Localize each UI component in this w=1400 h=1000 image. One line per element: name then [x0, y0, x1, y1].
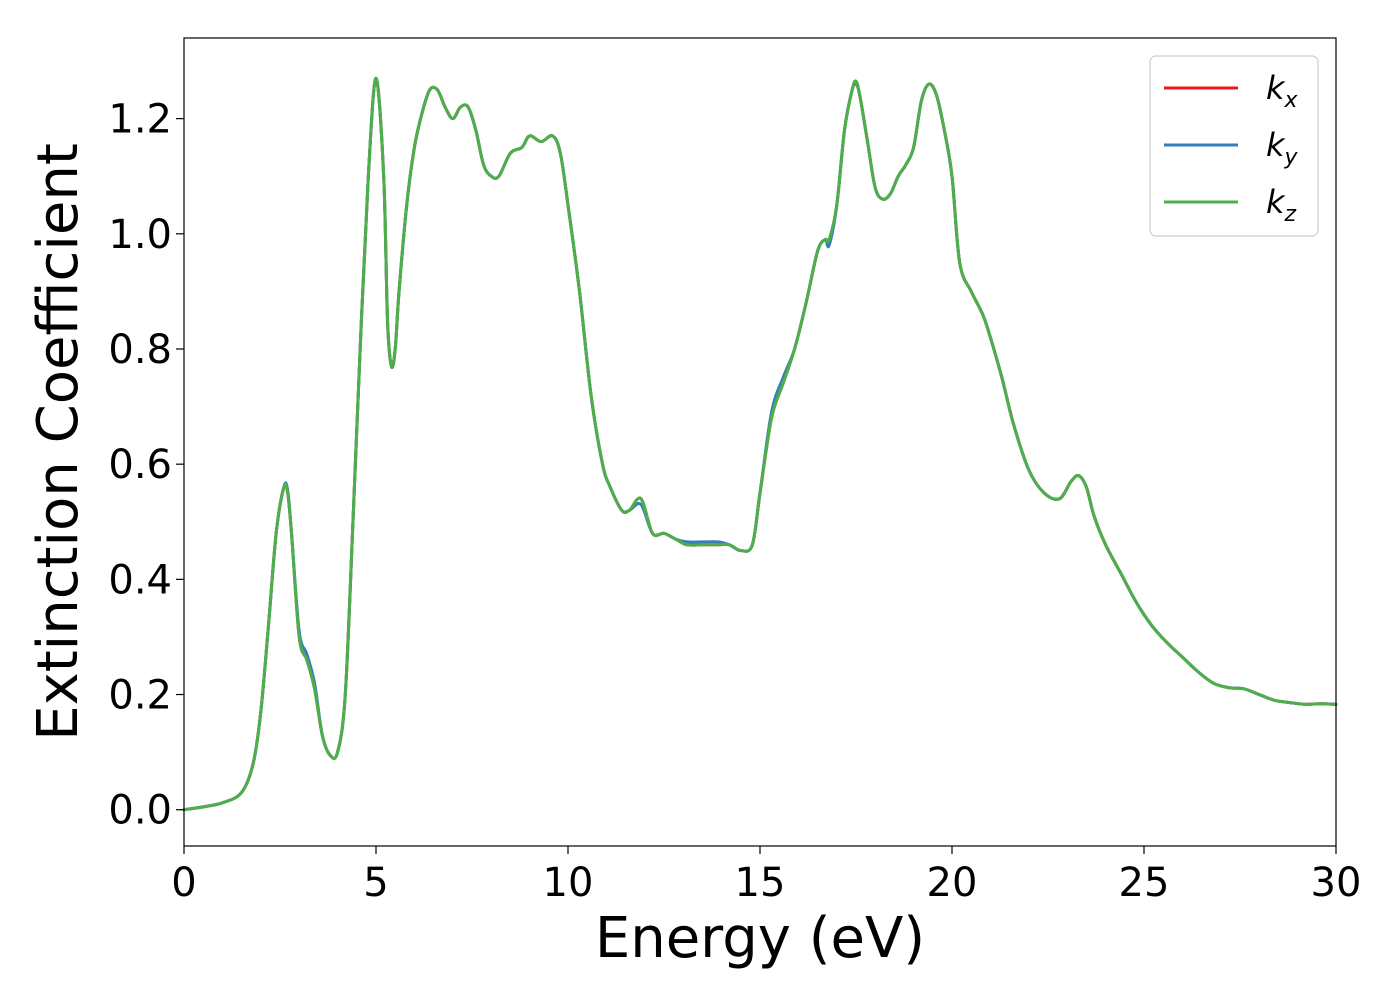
y-tick-label: 0.0: [108, 788, 172, 834]
y-tick-label: 0.2: [108, 673, 172, 719]
series-layer: [182, 76, 1338, 812]
x-tick-label: 5: [363, 860, 388, 906]
x-tick-label: 25: [1119, 860, 1170, 906]
y-tick-label: 0.4: [108, 557, 172, 603]
series-line-k-z: [182, 76, 1338, 812]
y-tick-label: 0.6: [108, 442, 172, 488]
x-tick-label: 0: [171, 860, 196, 906]
plot-area: [184, 38, 1336, 846]
y-axis: 0.0 0.2 0.4 0.6 0.8 1.0 1.2: [108, 97, 184, 834]
x-tick-label: 15: [735, 860, 786, 906]
y-tick-label: 0.8: [108, 327, 172, 373]
x-tick-label: 10: [543, 860, 594, 906]
y-axis-title: Extinction Coefficient: [26, 143, 91, 741]
x-axis-title: Energy (eV): [595, 906, 925, 971]
y-tick-label: 1.2: [108, 97, 172, 143]
x-tick-label: 20: [927, 860, 978, 906]
y-tick-label: 1.0: [108, 212, 172, 258]
x-axis: 0 5 10 15 20 25 30: [171, 846, 1361, 906]
x-tick-label: 30: [1311, 860, 1362, 906]
